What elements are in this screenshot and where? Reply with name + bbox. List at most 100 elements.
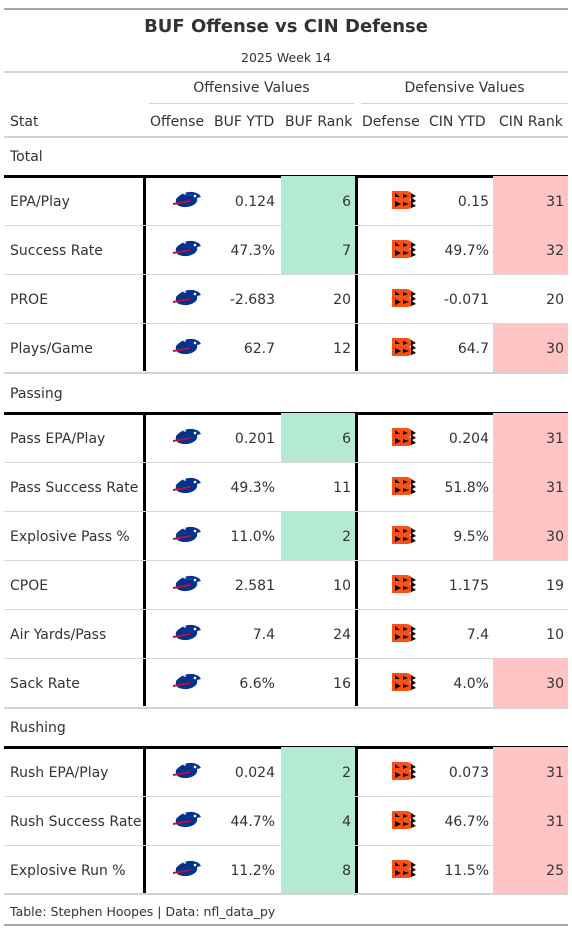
cin-ytd-value: 51.8% xyxy=(444,480,489,496)
cin-rank-highlight xyxy=(493,747,568,796)
cin-ytd-value: 9.5% xyxy=(453,529,489,545)
column-divider-offense xyxy=(143,412,146,706)
column-divider-defense xyxy=(355,412,358,706)
buf-ytd-value: 44.7% xyxy=(230,814,275,830)
cin-rank-highlight xyxy=(493,462,568,511)
section-label-passing: Passing xyxy=(10,386,63,402)
buf-rank-value: 20 xyxy=(333,292,351,308)
column-header-buf-ytd: BUF YTD xyxy=(214,114,275,130)
buf-ytd-value: 11.2% xyxy=(230,863,275,879)
cin-rank-value: 32 xyxy=(546,243,564,259)
cin-rank-value: 10 xyxy=(546,627,564,643)
bengals-logo-icon xyxy=(391,239,417,263)
column-header-cin-ytd: CIN YTD xyxy=(429,114,486,130)
bills-logo-icon xyxy=(173,287,203,313)
buf-ytd-value: 0.024 xyxy=(234,765,275,781)
top-rule xyxy=(4,8,568,10)
cin-rank-value: 20 xyxy=(546,292,564,308)
cin-ytd-value: 0.073 xyxy=(448,765,489,781)
buf-rank-value: 12 xyxy=(333,341,351,357)
spanner-offensive-values: Offensive Values xyxy=(193,80,310,96)
cin-ytd-value: 1.175 xyxy=(448,578,489,594)
buf-rank-value: 8 xyxy=(342,863,351,879)
heading-rule xyxy=(4,71,568,73)
row-rule xyxy=(4,609,568,610)
buf-ytd-value: 11.0% xyxy=(230,529,275,545)
buf-ytd-value: 49.3% xyxy=(230,480,275,496)
cin-ytd-value: -0.071 xyxy=(443,292,489,308)
buf-rank-value: 11 xyxy=(333,480,351,496)
cin-rank-highlight xyxy=(493,796,568,845)
stat-label: Pass Success Rate xyxy=(10,480,139,496)
buf-rank-highlight xyxy=(281,747,355,796)
section-end-rule xyxy=(4,372,568,374)
buf-ytd-value: 6.6% xyxy=(239,676,275,692)
cin-ytd-value: 11.5% xyxy=(444,863,489,879)
buf-rank-highlight xyxy=(281,176,355,225)
row-rule xyxy=(4,658,568,659)
column-divider-defense xyxy=(355,746,358,893)
bills-logo-icon xyxy=(173,760,203,786)
stat-label: Plays/Game xyxy=(10,341,93,357)
cin-rank-highlight xyxy=(493,658,568,707)
column-header-rule xyxy=(4,136,568,138)
bills-logo-icon xyxy=(173,336,203,362)
cin-rank-value: 31 xyxy=(546,431,564,447)
cin-rank-highlight xyxy=(493,845,568,894)
section-label-total: Total xyxy=(10,149,43,165)
bills-logo-icon xyxy=(173,189,203,215)
buf-rank-value: 2 xyxy=(342,529,351,545)
buf-ytd-value: 7.4 xyxy=(252,627,275,643)
buf-rank-value: 4 xyxy=(342,814,351,830)
column-header-cin-rank: CIN Rank xyxy=(499,114,563,130)
column-divider-offense xyxy=(143,175,146,371)
buf-rank-highlight xyxy=(281,413,355,462)
cin-rank-value: 25 xyxy=(546,863,564,879)
buf-rank-value: 2 xyxy=(342,765,351,781)
cin-rank-highlight xyxy=(493,176,568,225)
cin-rank-value: 30 xyxy=(546,529,564,545)
buf-rank-highlight xyxy=(281,845,355,894)
source-note: Table: Stephen Hoopes | Data: nfl_data_p… xyxy=(10,904,276,919)
buf-ytd-value: 0.201 xyxy=(234,431,275,447)
cin-ytd-value: 7.4 xyxy=(466,627,489,643)
bengals-logo-icon xyxy=(391,810,417,834)
bengals-logo-icon xyxy=(391,574,417,598)
row-rule xyxy=(4,560,568,561)
stat-label: Sack Rate xyxy=(10,676,80,692)
spanner-defensive-rule xyxy=(361,103,568,104)
buf-rank-value: 24 xyxy=(333,627,351,643)
spanner-offensive-rule xyxy=(149,103,354,104)
bills-logo-icon xyxy=(173,573,203,599)
bengals-logo-icon xyxy=(391,672,417,696)
buf-ytd-value: 47.3% xyxy=(230,243,275,259)
row-rule xyxy=(4,462,568,463)
bottom-rule xyxy=(4,924,568,926)
bills-logo-icon xyxy=(173,858,203,884)
cin-rank-highlight xyxy=(493,413,568,462)
stat-label: Rush Success Rate xyxy=(10,814,142,830)
stat-label: Explosive Pass % xyxy=(10,529,130,545)
stat-label: Explosive Run % xyxy=(10,863,126,879)
buf-ytd-value: -2.683 xyxy=(229,292,275,308)
bills-logo-icon xyxy=(173,524,203,550)
bills-logo-icon xyxy=(173,622,203,648)
bills-logo-icon xyxy=(173,238,203,264)
footer-rule xyxy=(4,893,568,895)
cin-rank-value: 31 xyxy=(546,194,564,210)
buf-rank-highlight xyxy=(281,225,355,274)
bengals-logo-icon xyxy=(391,761,417,785)
cin-rank-highlight xyxy=(493,323,568,372)
cin-rank-value: 19 xyxy=(546,578,564,594)
bengals-logo-icon xyxy=(391,476,417,500)
buf-ytd-value: 0.124 xyxy=(234,194,275,210)
column-header-offense: Offense xyxy=(150,114,205,130)
cin-ytd-value: 0.15 xyxy=(457,194,489,210)
bengals-logo-icon xyxy=(391,190,417,214)
row-rule xyxy=(4,323,568,324)
buf-rank-highlight xyxy=(281,511,355,560)
cin-ytd-value: 49.7% xyxy=(444,243,489,259)
column-header-defense: Defense xyxy=(362,114,420,130)
buf-ytd-value: 62.7 xyxy=(243,341,275,357)
bengals-logo-icon xyxy=(391,859,417,883)
